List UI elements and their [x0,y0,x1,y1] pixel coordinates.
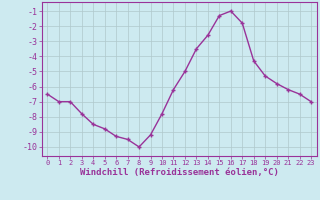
X-axis label: Windchill (Refroidissement éolien,°C): Windchill (Refroidissement éolien,°C) [80,168,279,177]
